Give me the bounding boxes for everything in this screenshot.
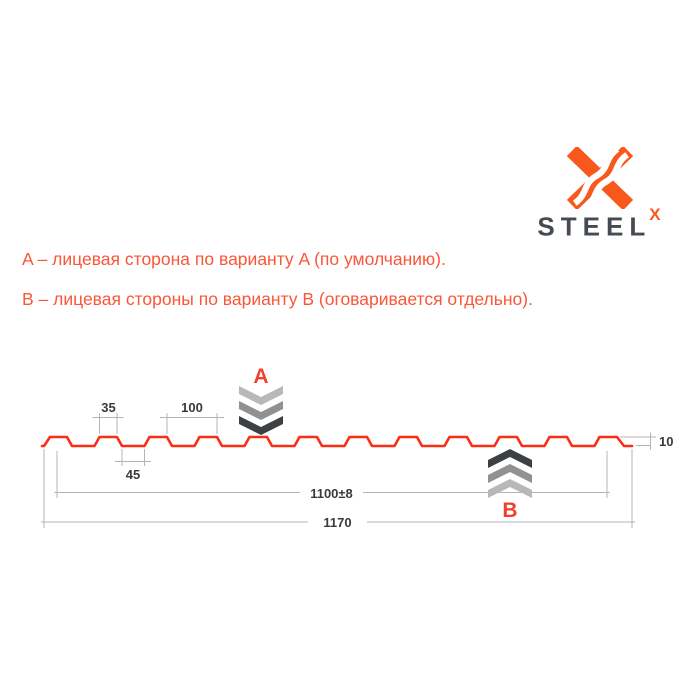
marker-b-letter: B <box>502 499 517 522</box>
chevron-down-icon <box>239 386 283 405</box>
dimension-35: 35 <box>92 400 124 434</box>
note-variant-a: A – лицевая сторона по варианту A (по ум… <box>22 249 446 269</box>
dimension-1100: 1100±8 <box>54 451 610 501</box>
dim-label-35: 35 <box>101 400 115 415</box>
chevron-down-icon <box>239 416 283 435</box>
dimension-100: 100 <box>160 400 224 434</box>
steelx-x-icon <box>566 147 634 209</box>
logo-wordmark-text: STEEL <box>537 211 652 242</box>
marker-a-letter: A <box>253 365 268 388</box>
dimension-1170: 1170 <box>41 449 635 530</box>
sheet-profile-outline <box>40 435 634 448</box>
chevron-up-icon <box>488 449 532 468</box>
chevron-up-icon <box>488 464 532 483</box>
logo-s-cut-1 <box>572 147 620 206</box>
marker-a: A <box>239 365 283 435</box>
logo-s-cut-2 <box>582 152 630 209</box>
dim-label-1170: 1170 <box>323 515 351 530</box>
chevron-up-icon <box>488 479 532 498</box>
steelx-logo: STEELX <box>505 147 695 240</box>
dim-label-1100: 1100±8 <box>310 486 353 501</box>
marker-b: B <box>488 449 532 522</box>
chevron-down-icon <box>239 401 283 420</box>
dimension-45: 45 <box>115 449 151 482</box>
dim-label-10: 10 <box>659 434 673 449</box>
dim-label-45: 45 <box>126 467 140 482</box>
dim-label-100: 100 <box>181 400 203 415</box>
dimension-10: 10 <box>620 432 673 450</box>
logo-wordmark: STEELX <box>505 206 695 242</box>
logo-wordmark-x: X <box>649 205 661 224</box>
note-variant-b: B – лицевая стороны по варианту B (огова… <box>22 289 533 309</box>
